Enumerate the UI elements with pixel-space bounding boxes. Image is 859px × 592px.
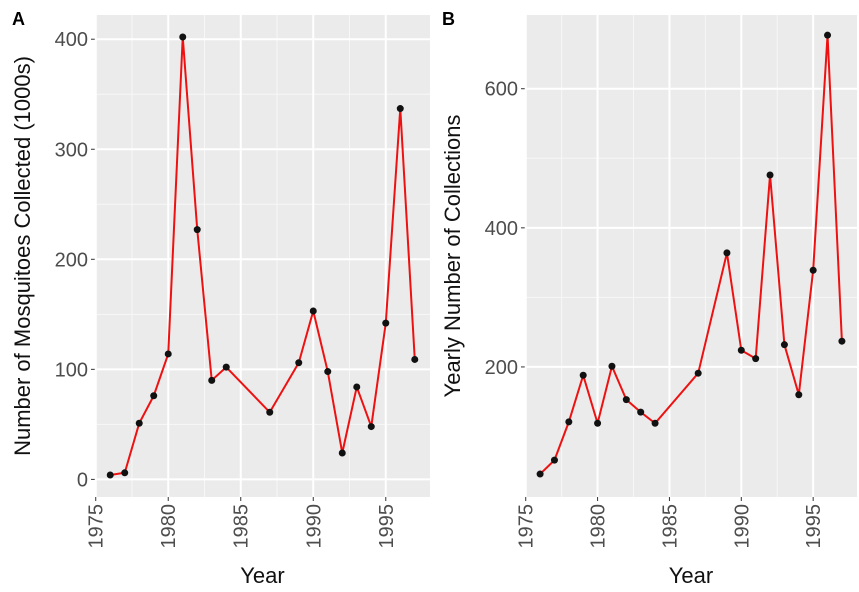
data-point — [565, 418, 573, 426]
y-tick-label: 400 — [55, 29, 88, 51]
y-tick-label: 0 — [77, 469, 88, 491]
data-point — [737, 346, 745, 354]
y-tick-label: 200 — [485, 357, 518, 379]
data-point — [179, 33, 187, 41]
data-point — [106, 471, 114, 479]
data-point — [752, 355, 760, 363]
data-point — [164, 350, 172, 358]
data-point — [266, 408, 274, 416]
x-tick-label: 1975 — [516, 504, 538, 549]
data-point — [637, 408, 645, 416]
data-point — [795, 391, 803, 399]
data-point — [622, 396, 630, 404]
data-point — [208, 376, 216, 384]
data-point — [324, 368, 332, 376]
data-point — [396, 105, 404, 113]
data-point — [780, 341, 788, 349]
data-point — [550, 456, 558, 464]
data-point — [309, 307, 317, 315]
x-tick-label: 1990 — [303, 504, 325, 549]
data-point — [353, 383, 361, 391]
plot-background — [95, 15, 430, 497]
data-point — [382, 319, 390, 327]
panel-tag: A — [12, 9, 25, 29]
data-point — [809, 266, 817, 274]
y-tick-label: 100 — [55, 359, 88, 381]
data-point — [766, 171, 774, 179]
x-tick-label: 1995 — [803, 504, 825, 549]
panel-tag: B — [442, 9, 455, 29]
data-point — [193, 226, 201, 234]
data-point — [694, 369, 702, 377]
x-tick-label: 1990 — [731, 504, 753, 549]
data-point — [594, 419, 602, 427]
y-tick-label: 200 — [55, 249, 88, 271]
data-point — [723, 249, 731, 257]
y-tick-label: 300 — [55, 139, 88, 161]
data-point — [222, 363, 230, 371]
data-point — [121, 469, 129, 477]
data-point — [150, 392, 158, 400]
data-point — [135, 419, 143, 427]
x-axis-title: Year — [669, 563, 713, 588]
x-tick-label: 1980 — [158, 504, 180, 549]
data-point — [579, 371, 587, 379]
y-axis-title: Number of Mosquitoes Collected (1000s) — [10, 56, 35, 456]
data-point — [824, 31, 832, 39]
x-tick-label: 1975 — [86, 504, 108, 549]
x-tick-label: 1985 — [659, 504, 681, 549]
data-point — [295, 359, 303, 367]
x-tick-label: 1980 — [588, 504, 610, 549]
y-tick-label: 400 — [485, 218, 518, 240]
data-point — [651, 419, 659, 427]
data-point — [608, 362, 616, 370]
y-tick-label: 600 — [485, 79, 518, 101]
y-axis-title: Yearly Number of Collections — [440, 115, 465, 398]
x-tick-label: 1995 — [376, 504, 398, 549]
data-point — [367, 423, 375, 431]
x-axis-title: Year — [240, 563, 284, 588]
data-point — [838, 337, 846, 345]
data-point — [411, 355, 419, 363]
x-tick-label: 1985 — [231, 504, 253, 549]
plot-background — [525, 15, 857, 497]
data-point — [338, 449, 346, 457]
data-point — [536, 470, 544, 478]
